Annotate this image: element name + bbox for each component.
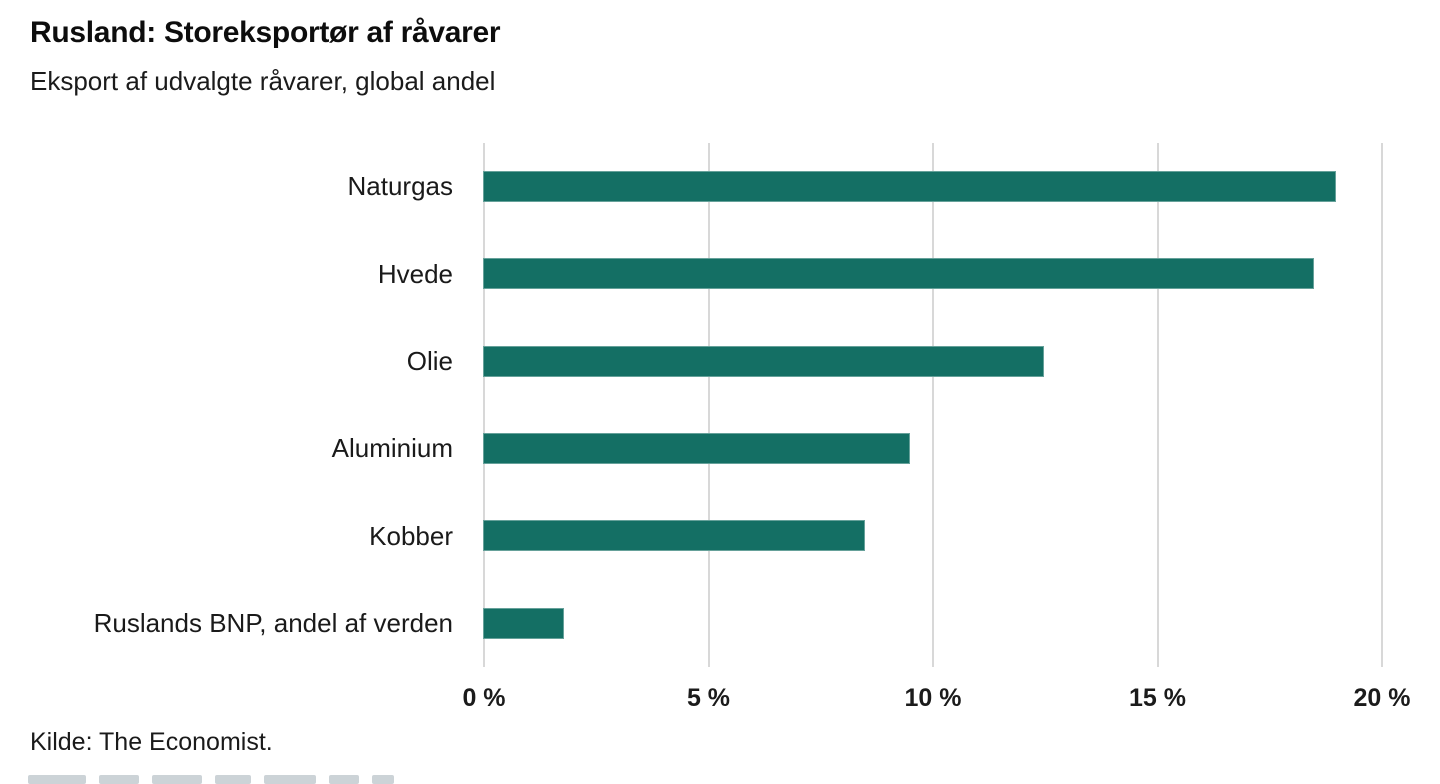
bar-row: Kobber: [0, 492, 1440, 579]
cutoff-text-fragment: [215, 775, 251, 784]
bar-row: Aluminium: [0, 405, 1440, 492]
chart-subtitle: Eksport af udvalgte råvarer, global ande…: [30, 66, 496, 96]
x-axis-tick-label: 5 %: [686, 684, 731, 712]
bar: [483, 258, 1314, 290]
source-note: Kilde: The Economist.: [30, 728, 273, 756]
gridline-20pct: [1381, 143, 1383, 667]
category-label: Ruslands BNP, andel af verden: [93, 608, 453, 639]
bar: [483, 171, 1337, 203]
category-label: Kobber: [369, 520, 453, 551]
bar: [483, 607, 564, 639]
category-label: Aluminium: [331, 433, 453, 464]
bar: [483, 520, 865, 552]
category-label: Olie: [406, 346, 453, 377]
category-label: Hvede: [377, 258, 453, 289]
x-axis-tick-label: 15 %: [1129, 684, 1186, 712]
cutoff-text-fragment: [28, 775, 86, 784]
bar-row: Ruslands BNP, andel af verden: [0, 580, 1440, 667]
bar: [483, 433, 910, 465]
cutoff-text-row: [28, 775, 394, 784]
x-axis-tick-label: 10 %: [904, 684, 962, 712]
cutoff-text-fragment: [152, 775, 202, 784]
chart-title: Rusland: Storeksportør af råvarer: [30, 16, 501, 49]
bar-chart-plot-area: Naturgas Hvede Olie Aluminium Kobber Ruslands…: [0, 143, 1440, 667]
category-label: Naturgas: [347, 171, 454, 202]
bar-row: Hvede: [0, 230, 1440, 317]
bar-row: Naturgas: [0, 143, 1440, 230]
cutoff-text-fragment: [264, 775, 316, 784]
gridline-15pct: [1156, 143, 1159, 667]
cutoff-text-fragment: [372, 775, 394, 784]
gridline-5pct: [707, 143, 710, 667]
cutoff-text-fragment: [329, 775, 359, 784]
gridline-0pct: [483, 143, 485, 667]
cutoff-text-fragment: [99, 775, 139, 784]
bar-row: Olie: [0, 318, 1440, 405]
bar: [483, 345, 1045, 377]
x-axis-tick-label: 0 %: [462, 684, 506, 712]
gridline-10pct: [932, 143, 934, 667]
x-axis-tick-label: 20 %: [1353, 684, 1411, 712]
